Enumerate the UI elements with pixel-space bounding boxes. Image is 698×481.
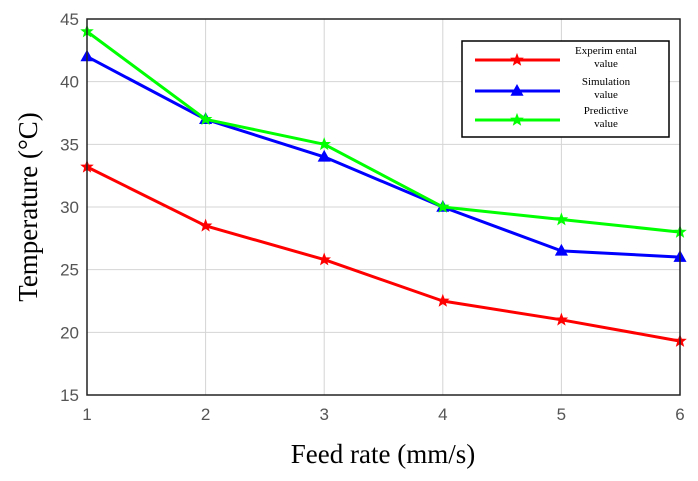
x-tick-label: 3 — [319, 405, 328, 424]
legend: Experim entalvalueSimulationvaluePredict… — [461, 40, 670, 138]
data-point — [317, 149, 331, 162]
series-line — [86, 30, 681, 234]
x-tick-label: 5 — [557, 405, 566, 424]
x-tick-label: 4 — [438, 405, 447, 424]
data-point — [554, 243, 568, 256]
legend-label: value — [594, 118, 618, 130]
y-tick-label: 20 — [60, 323, 79, 342]
y-tick-label: 30 — [60, 198, 79, 217]
data-point — [317, 252, 331, 266]
legend-label: value — [594, 58, 618, 70]
data-point — [554, 312, 569, 326]
x-tick-label: 2 — [201, 405, 210, 424]
data-point — [317, 137, 331, 151]
y-tick-label: 45 — [60, 10, 79, 29]
y-tick-label: 15 — [60, 386, 79, 405]
y-axis-title: Temperature (°C) — [13, 112, 43, 302]
series-line — [86, 55, 681, 259]
grid-lines — [86, 18, 681, 396]
series-layer — [80, 24, 687, 347]
legend-label: Simulation — [582, 76, 631, 88]
data-point — [436, 199, 450, 213]
legend-marker — [510, 83, 524, 96]
data-point — [198, 218, 213, 232]
y-tick-label: 25 — [60, 261, 79, 280]
data-point — [554, 212, 569, 226]
legend-box — [461, 40, 670, 138]
y-tick-label: 40 — [60, 73, 79, 92]
x-axis-title: Feed rate (mm/s) — [291, 439, 475, 469]
data-point — [436, 293, 450, 307]
legend-label: Predictive — [584, 105, 629, 117]
x-tick-label: 6 — [675, 405, 684, 424]
x-tick-label: 1 — [82, 405, 91, 424]
plot-frame — [86, 18, 681, 396]
legend-marker — [510, 112, 524, 126]
y-tick-label: 35 — [60, 135, 79, 154]
data-point — [198, 112, 213, 126]
legend-label: Experim ental — [575, 45, 637, 57]
series-line — [86, 165, 681, 343]
legend-label: value — [594, 89, 618, 101]
legend-marker — [510, 52, 524, 66]
